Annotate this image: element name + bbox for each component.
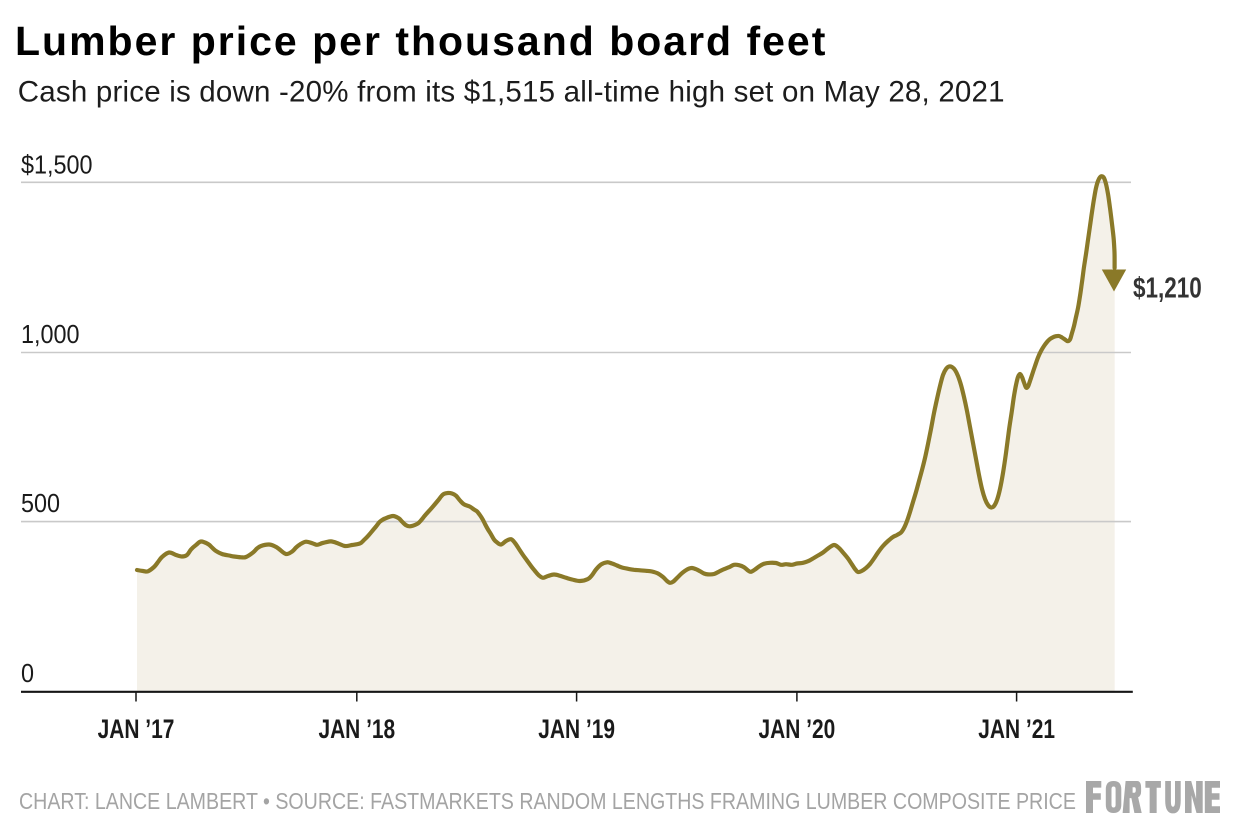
- svg-text:CHART: LANCE LAMBERT • SOURCE:: CHART: LANCE LAMBERT • SOURCE: FASTMARKE…: [19, 788, 1076, 814]
- svg-text:Cash price is down -20% from i: Cash price is down -20% from its $1,515 …: [18, 75, 1005, 108]
- svg-text:JAN ’21: JAN ’21: [978, 715, 1055, 745]
- svg-text:$1,500: $1,500: [21, 151, 93, 179]
- svg-text:JAN ’17: JAN ’17: [98, 715, 175, 745]
- svg-text:0: 0: [21, 660, 34, 688]
- svg-text:JAN ’20: JAN ’20: [759, 715, 836, 745]
- svg-text:$1,210: $1,210: [1133, 273, 1202, 304]
- svg-text:1,000: 1,000: [21, 321, 80, 349]
- svg-text:Lumber price per thousand boar: Lumber price per thousand board feet: [15, 18, 827, 64]
- svg-text:500: 500: [21, 490, 60, 518]
- svg-text:JAN ’19: JAN ’19: [538, 715, 615, 745]
- svg-text:JAN ’18: JAN ’18: [318, 715, 395, 745]
